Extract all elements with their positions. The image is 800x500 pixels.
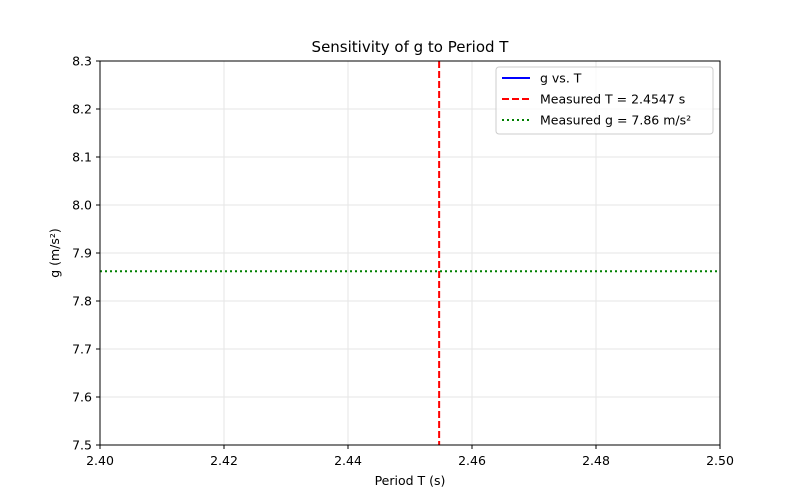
y-tick-label: 8.2 [72, 102, 92, 117]
y-tick-label: 7.6 [72, 390, 92, 405]
y-tick-label: 8.1 [72, 150, 92, 165]
y-axis-label: g (m/s²) [47, 228, 62, 278]
legend-label-g-vs-t: g vs. T [540, 71, 582, 86]
y-tick-label: 7.9 [72, 246, 92, 261]
y-tick-label: 8.3 [72, 54, 92, 69]
chart-title: Sensitivity of g to Period T [312, 38, 510, 56]
legend-box [495, 66, 714, 135]
plot-lines [100, 61, 720, 445]
x-axis-ticks: 2.40 2.42 2.44 2.46 2.48 2.50 [86, 445, 734, 468]
legend-label-measured-g: Measured g = 7.86 m/s² [540, 113, 691, 128]
x-axis-label: Period T (s) [375, 473, 446, 488]
legend: g vs. T Measured T = 2.4547 s Measured g… [495, 66, 714, 135]
x-tick-label: 2.50 [706, 453, 734, 468]
x-tick-label: 2.46 [458, 453, 486, 468]
x-tick-label: 2.40 [86, 453, 114, 468]
y-axis-ticks: 7.5 7.6 7.7 7.8 7.9 8.0 8.1 8.2 8.3 [72, 54, 100, 453]
x-tick-label: 2.42 [210, 453, 238, 468]
y-tick-label: 8.0 [72, 198, 92, 213]
y-tick-label: 7.7 [72, 342, 92, 357]
y-tick-label: 7.8 [72, 294, 92, 309]
legend-label-measured-t: Measured T = 2.4547 s [540, 92, 685, 107]
y-tick-label: 7.5 [72, 438, 92, 453]
x-tick-label: 2.48 [582, 453, 610, 468]
x-tick-label: 2.44 [334, 453, 362, 468]
